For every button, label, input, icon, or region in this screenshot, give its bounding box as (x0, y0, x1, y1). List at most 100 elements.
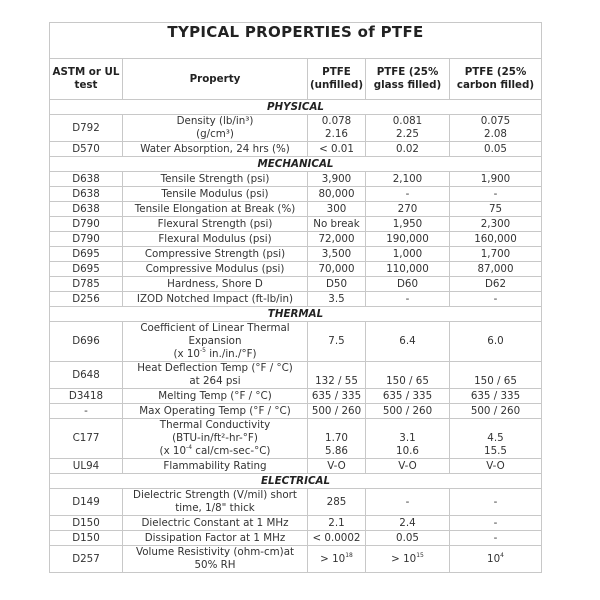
section-title: PHYSICAL (49, 99, 542, 115)
text: (x 10 (159, 445, 187, 457)
cell-line: 150 / 65 (367, 375, 448, 388)
cell-line: 2.25 (367, 128, 448, 141)
value-cell: 2,300 (449, 216, 542, 232)
value-cell: 1.70 5.86 (307, 418, 366, 459)
text: < 0.0002 (312, 531, 361, 544)
header-carbon-filled: PTFE (25% carbon filled) (449, 58, 542, 100)
property-cell: IZOD Notched Impact (ft-lb/in) (122, 291, 308, 307)
cell-line: 190,000 (367, 233, 448, 246)
value-cell: 0.02 (365, 141, 450, 157)
text: 4.5 (487, 432, 504, 444)
cell-line: 635 / 335 (451, 390, 540, 403)
cell-line: - (451, 293, 540, 306)
text: 10.6 (396, 445, 419, 457)
table-title: TYPICAL PROPERTIES of PTFE (49, 22, 542, 59)
text: 3,900 (321, 172, 352, 185)
cell-line: 72,000 (309, 233, 364, 246)
test-cell: D149 (49, 488, 123, 516)
text: 50% RH (194, 559, 236, 571)
text: Hardness, Shore D (167, 277, 263, 290)
cell-line: 500 / 260 (309, 405, 364, 418)
test-cell: D648 (49, 361, 123, 389)
text: 500 / 260 (382, 404, 433, 417)
text: Coefficient of Linear Thermal (140, 322, 290, 334)
property-cell: Flammability Rating (122, 458, 308, 474)
text: V-O (486, 459, 505, 472)
test-cell: D570 (49, 141, 123, 157)
text: 2.4 (399, 516, 416, 529)
superscript: -4 (186, 444, 193, 451)
test-cell: D638 (49, 186, 123, 202)
text: 80,000 (318, 187, 355, 200)
cell-line: D62 (451, 278, 540, 291)
value-cell: 2,100 (365, 171, 450, 187)
value-cell: - (449, 291, 542, 307)
cell-line: > 1015 (367, 552, 448, 566)
cell-line: 2,100 (367, 173, 448, 186)
cell-line: 132 / 55 (309, 375, 364, 388)
text: 150 / 65 (474, 375, 517, 387)
text: Tensile Strength (psi) (160, 172, 270, 185)
test-cell: D790 (49, 231, 123, 247)
value-cell: 0.05 (365, 530, 450, 546)
value-cell: - (365, 488, 450, 516)
test-cell: - (49, 403, 123, 419)
text: 635 / 335 (382, 389, 433, 402)
test-cell: D150 (49, 530, 123, 546)
cell-line: 0.078 (309, 115, 364, 128)
value-cell: 2.4 (365, 515, 450, 531)
text: V-O (327, 459, 346, 472)
value-cell: 0.05 (449, 141, 542, 157)
text: 132 / 55 (315, 375, 358, 387)
text: 0.081 (392, 115, 423, 127)
text: - (493, 187, 498, 200)
table-row: C177 Thermal Conductivity (BTU-in/ft²-hr-°… (49, 418, 542, 459)
text: 7.5 (328, 335, 345, 347)
text: (x 10 (173, 348, 200, 360)
cell-line: 300 (309, 203, 364, 216)
text: Compressive Modulus (psi) (145, 262, 285, 275)
property-cell: Dielectric Strength (V/mil) short time, 1… (122, 488, 308, 516)
value-cell: V-O (307, 458, 366, 474)
cell-line: 3,500 (309, 248, 364, 261)
cell-line: 500 / 260 (451, 405, 540, 418)
cell-line: Compressive Modulus (psi) (124, 263, 306, 276)
value-cell: 2.1 (307, 515, 366, 531)
text: 10 (487, 552, 501, 565)
text: D60 (396, 277, 419, 290)
cell-line: Tensile Modulus (psi) (124, 188, 306, 201)
test-cell: D696 (49, 321, 123, 362)
cell-line: Expansion (124, 335, 306, 348)
cell-line: 1,900 (451, 173, 540, 186)
value-cell: 75 (449, 201, 542, 217)
cell-line: V-O (309, 460, 364, 473)
property-cell: Hardness, Shore D (122, 276, 308, 292)
table-row: D790 Flexural Strength (psi) No break 1,950… (49, 216, 542, 232)
value-cell: 270 (365, 201, 450, 217)
section-title: MECHANICAL (49, 156, 542, 172)
value-cell: 285 (307, 488, 366, 516)
cell-line: IZOD Notched Impact (ft-lb/in) (124, 293, 306, 306)
table-row: - Max Operating Temp (°F / °C) 500 / 260 50… (49, 403, 542, 419)
cell-line: Flexural Strength (psi) (124, 218, 306, 231)
cell-line: 5.86 (309, 445, 364, 458)
text: D62 (484, 277, 507, 290)
value-cell: < 0.01 (307, 141, 366, 157)
cell-line: 0.075 (451, 115, 540, 128)
cell-line: Heat Deflection Temp (°F / °C) (124, 362, 306, 375)
table-row: D149 Dielectric Strength (V/mil) short tim… (49, 488, 542, 516)
cell-line: 270 (367, 203, 448, 216)
superscript: 4 (500, 551, 504, 559)
cell-line: (g/cm³) (124, 128, 306, 141)
value-cell: - (449, 488, 542, 516)
value-cell: - (365, 186, 450, 202)
text: 70,000 (318, 262, 355, 275)
value-cell: No break (307, 216, 366, 232)
value-cell: 160,000 (449, 231, 542, 247)
value-cell: 6.4 (365, 321, 450, 362)
cell-line: D50 (309, 278, 364, 291)
cell-line: 2,300 (451, 218, 540, 231)
text: Density (lb/in³) (176, 115, 254, 127)
cell-line: 2.16 (309, 128, 364, 141)
value-cell: 7.5 (307, 321, 366, 362)
